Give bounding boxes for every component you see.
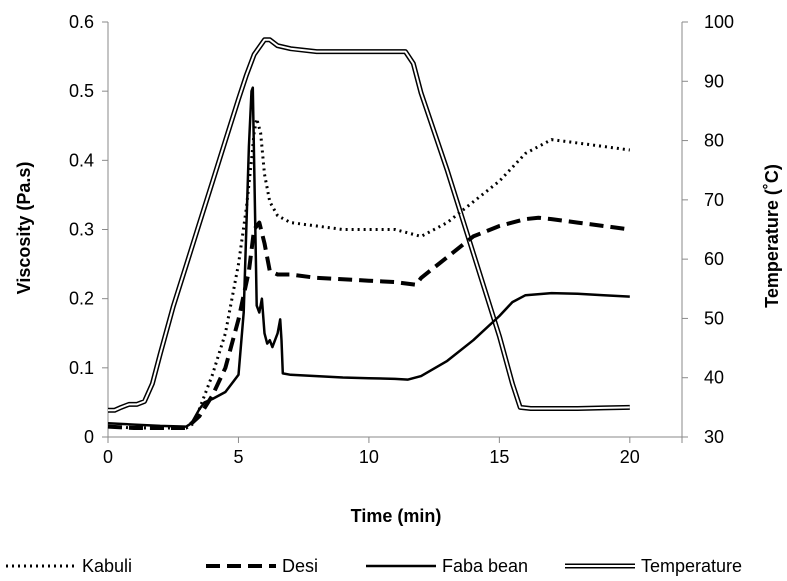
series-layer xyxy=(107,37,631,430)
y2-tick-label: 80 xyxy=(704,131,724,151)
series-line-temperature-inner xyxy=(108,38,630,412)
legend-label-desi: Desi xyxy=(282,556,318,576)
y-tick-label: 0.3 xyxy=(69,220,94,240)
y-axis-title: Viscosity (Pa.s) xyxy=(14,162,34,295)
x-axis-title: Time (min) xyxy=(351,506,442,526)
y2-tick-label: 50 xyxy=(704,308,724,328)
y2-tick-label: 70 xyxy=(704,190,724,210)
x-tick-label: 15 xyxy=(489,447,509,467)
tick-labels: 0 5 10 15 20 0 0.1 0.2 0.3 0.4 0.5 0.6 30 40 50 60 70 80 9… xyxy=(69,12,734,467)
y2-axis-title: Temperature (˚C) xyxy=(762,164,782,308)
y-tick-label: 0.6 xyxy=(69,12,94,32)
y2-tick-label: 90 xyxy=(704,71,724,91)
series-line-temperature xyxy=(108,37,630,413)
y-tick-label: 0.1 xyxy=(69,358,94,378)
y-tick-label: 0 xyxy=(84,427,94,447)
x-tick-label: 10 xyxy=(359,447,379,467)
y2-tick-label: 100 xyxy=(704,12,734,32)
legend-label-faba-bean: Faba bean xyxy=(442,556,528,576)
series-line-desi xyxy=(107,215,631,430)
legend-label-kabuli: Kabuli xyxy=(82,556,132,576)
y-tick-label: 0.5 xyxy=(69,81,94,101)
y-tick-label: 0.4 xyxy=(69,150,94,170)
legend-label-temperature: Temperature xyxy=(641,556,742,576)
y2-tick-label: 60 xyxy=(704,249,724,269)
series-line-faba-bean xyxy=(107,86,630,428)
y-tick-label: 0.2 xyxy=(69,289,94,309)
y2-tick-label: 30 xyxy=(704,427,724,447)
x-tick-label: 20 xyxy=(620,447,640,467)
series-line-kabuli xyxy=(107,117,630,430)
x-tick-label: 0 xyxy=(103,447,113,467)
y2-tick-label: 40 xyxy=(704,368,724,388)
legend: Kabuli Desi Faba bean Temperature xyxy=(6,556,742,576)
x-tick-label: 5 xyxy=(233,447,243,467)
tick-marks xyxy=(102,21,688,443)
